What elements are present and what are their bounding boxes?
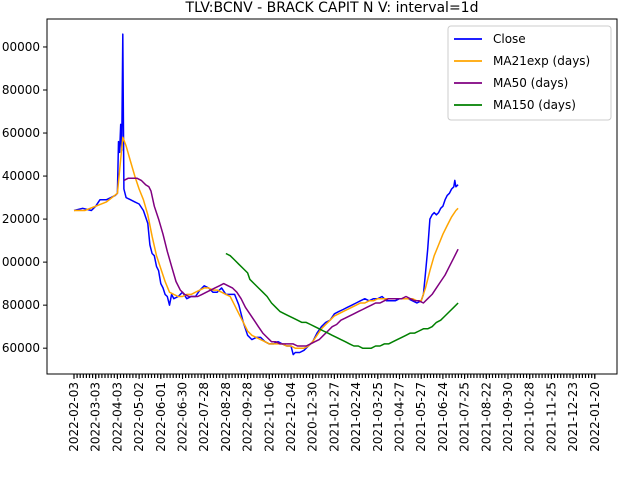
x-tick-label: 2022-05-02 <box>132 382 146 452</box>
y-tick-label: 20000 <box>2 212 40 226</box>
y-tick-label: 00000 <box>2 40 40 54</box>
x-tick-label: 2022-01-20 <box>588 382 602 452</box>
series-line-2 <box>123 177 459 347</box>
legend-label: Close <box>493 32 526 46</box>
x-tick-label: 2021-04-27 <box>393 382 407 452</box>
x-tick-label: 2022-06-01 <box>154 382 168 452</box>
y-tick-label: 00000 <box>2 255 40 269</box>
legend-label: MA50 (days) <box>493 76 568 90</box>
x-tick-label: 2021-12-23 <box>566 382 580 452</box>
y-tick-label: 60000 <box>2 341 40 355</box>
x-tick-label: 2021-03-25 <box>371 382 385 452</box>
legend-label: MA21exp (days) <box>493 54 590 68</box>
x-tick-label: 2021-07-25 <box>458 382 472 452</box>
x-tick-label: 2022-09-28 <box>241 382 255 452</box>
x-tick-label: 2021-02-24 <box>349 382 363 452</box>
y-axis: 60000 80000 00000 20000 40000 60000 80000 00000 <box>2 40 47 355</box>
x-axis: 2022-02-03 2022-03-03 2022-04-03 2022-05-02… <box>67 374 602 452</box>
legend: Close MA21exp (days) MA50 (days) MA150 (day… <box>447 25 612 121</box>
x-tick-label: 2021-01-27 <box>327 382 341 452</box>
y-tick-label: 60000 <box>2 126 40 140</box>
chart-title: TLV:BCNV - BRACK CAPIT N V: interval=1d <box>185 0 479 16</box>
x-tick-label: 2021-11-25 <box>544 382 558 452</box>
y-tick-label: 80000 <box>2 298 40 312</box>
x-tick-label: 2021-08-22 <box>479 382 493 452</box>
x-tick-label: 2022-03-03 <box>89 382 103 452</box>
x-tick-label: 2022-06-30 <box>176 382 190 452</box>
x-tick-label: 2022-12-04 <box>284 382 298 452</box>
x-tick-label: 2022-08-28 <box>219 382 233 452</box>
x-tick-label: 2021-10-28 <box>523 382 537 452</box>
plot-area <box>73 33 459 356</box>
legend-label: MA150 (days) <box>493 98 576 112</box>
x-tick-label: 2022-11-06 <box>262 382 276 452</box>
x-tick-label: 2021-05-27 <box>414 382 428 452</box>
y-tick-label: 80000 <box>2 83 40 97</box>
x-tick-label: 2020-12-30 <box>306 382 320 452</box>
plot-frame <box>46 18 618 375</box>
x-tick-label: 2022-02-03 <box>67 382 81 452</box>
x-tick-label: 2021-09-30 <box>501 382 515 452</box>
x-tick-label: 2022-07-28 <box>197 382 211 452</box>
x-tick-label: 2022-04-03 <box>110 382 124 452</box>
legend-box <box>447 25 612 121</box>
series-line-3 <box>225 252 459 349</box>
x-tick-label: 2021-06-24 <box>436 382 450 452</box>
y-tick-label: 40000 <box>2 169 40 183</box>
